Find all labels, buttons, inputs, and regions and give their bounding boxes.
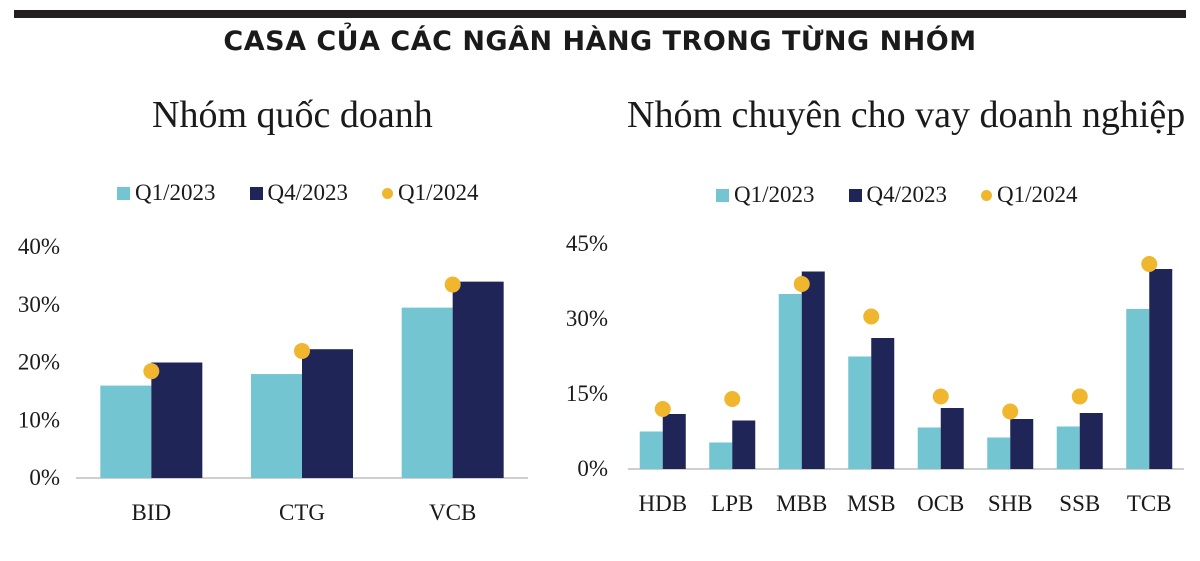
bar-chart-corporate-lending-banks: 0% 15% 30% 45% HDB LPB MBB MSB OCB SHB SSB TCB <box>566 231 1184 516</box>
bar-q4-2023-shb <box>1010 419 1034 469</box>
dot-q1-2024-ssb <box>1071 388 1088 405</box>
x-tick-label: TCB <box>1127 491 1172 516</box>
dot-q1-2024-vcb <box>444 276 461 293</box>
chart-panel-corporate-lending-banks: Nhóm chuyên cho vay doanh nghiệp Q1/2023… <box>560 0 1200 561</box>
y-tick-label: 30% <box>566 306 608 331</box>
bar-q1-2023-hdb <box>639 431 663 469</box>
legend-item-q1-2023: Q1/2023 <box>117 180 216 206</box>
chart-title: Nhóm chuyên cho vay doanh nghiệp <box>627 94 1186 136</box>
bar-q4-2023-bid <box>151 362 203 478</box>
dot-q1-2024-msb <box>863 308 880 325</box>
bar-q4-2023-tcb <box>1149 269 1173 469</box>
legend-swatch <box>249 186 263 200</box>
bar-q1-2023-mbb <box>778 294 802 469</box>
bar-q1-2023-vcb <box>401 307 453 478</box>
y-tick-label: 20% <box>18 350 60 375</box>
bar-q1-2023-msb <box>848 356 872 469</box>
x-tick-label: LPB <box>711 491 753 516</box>
bar-q1-2023-bid <box>100 385 152 478</box>
dot-q1-2024-shb <box>1002 403 1019 420</box>
bar-chart-state-banks: 0% 10% 20% 30% 40% BID CTG VCB <box>18 234 528 525</box>
y-tick-label: 40% <box>18 234 60 259</box>
legend-item-q4-2023: Q4/2023 <box>848 182 948 208</box>
page-title: CASA CỦA CÁC NGÂN HÀNG TRONG TỪNG NHÓM <box>223 26 977 57</box>
bar-q4-2023-ctg <box>302 349 353 478</box>
top-rule <box>14 10 1186 18</box>
legend-dot <box>382 187 393 199</box>
legend-item-q1-2023: Q1/2023 <box>716 182 815 208</box>
bar-q4-2023-mbb <box>801 271 825 469</box>
chart-title: Nhóm quốc doanh <box>152 94 433 136</box>
dot-q1-2024-hdb <box>654 401 671 417</box>
bar-q1-2023-ocb <box>917 427 941 469</box>
legend-item-q1-2024: Q1/2024 <box>382 180 479 206</box>
bar-q4-2023-ocb <box>940 408 964 469</box>
legend-item-q1-2024: Q1/2024 <box>981 182 1078 208</box>
x-tick-label: SSB <box>1059 491 1100 516</box>
legend-label: Q1/2024 <box>398 180 479 205</box>
y-tick-label: 30% <box>18 292 60 317</box>
legend-label: Q4/2023 <box>866 182 948 207</box>
x-tick-label: MSB <box>847 491 896 516</box>
dot-q1-2024-mbb <box>793 276 810 292</box>
y-tick-label: 10% <box>18 407 60 432</box>
x-tick-label: OCB <box>917 491 964 516</box>
bar-q4-2023-msb <box>871 338 895 469</box>
legend-label: Q1/2023 <box>734 182 815 207</box>
x-tick-label: MBB <box>776 491 827 516</box>
chart-legend: Q1/2023 Q4/2023 Q1/2024 <box>117 180 513 206</box>
x-tick-label: HDB <box>638 491 687 516</box>
chart-legend: Q1/2023 Q4/2023 Q1/2024 <box>716 182 1112 208</box>
dot-q1-2024-lpb <box>724 391 741 407</box>
bar-q1-2023-lpb <box>709 442 733 469</box>
y-tick-label: 0% <box>29 465 60 490</box>
bar-q4-2023-hdb <box>662 414 686 469</box>
legend-label: Q4/2023 <box>267 180 349 205</box>
bar-q4-2023-vcb <box>452 281 504 478</box>
bar-q1-2023-ctg <box>251 374 302 478</box>
x-tick-label: CTG <box>279 500 325 525</box>
legend-swatch <box>716 188 729 202</box>
bar-q4-2023-lpb <box>732 420 756 469</box>
y-tick-label: 15% <box>566 381 608 406</box>
dot-q1-2024-ctg <box>294 342 310 359</box>
dot-q1-2024-bid <box>143 363 160 380</box>
bar-q1-2023-tcb <box>1126 309 1150 469</box>
bar-q4-2023-ssb <box>1079 413 1103 469</box>
legend-label: Q1/2023 <box>135 180 216 205</box>
legend-swatch <box>117 186 130 200</box>
dot-q1-2024-tcb <box>1141 256 1158 272</box>
x-tick-label: SHB <box>988 491 1033 516</box>
legend-dot <box>981 189 992 201</box>
legend-label: Q1/2024 <box>997 182 1078 207</box>
y-tick-label: 0% <box>577 456 608 481</box>
x-tick-label: BID <box>132 500 172 525</box>
x-tick-label: VCB <box>429 500 476 525</box>
y-tick-label: 45% <box>566 231 608 256</box>
legend-swatch <box>848 188 862 202</box>
bar-q1-2023-shb <box>987 437 1011 469</box>
legend-item-q4-2023: Q4/2023 <box>249 180 349 206</box>
chart-panel-state-banks: Nhóm quốc doanh Q1/2023 Q4/2023 Q1/2024 … <box>0 0 560 561</box>
dot-q1-2024-ocb <box>932 388 949 405</box>
bar-q1-2023-ssb <box>1056 426 1080 469</box>
